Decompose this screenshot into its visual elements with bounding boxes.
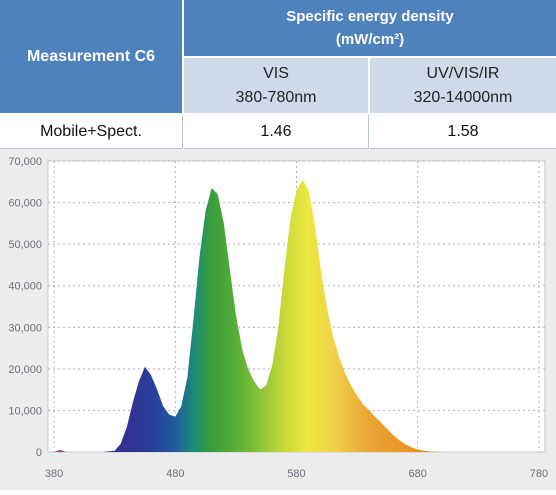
y-tick-label: 60,000 (8, 198, 42, 210)
y-tick-label: 10,000 (8, 405, 42, 417)
x-tick-label: 480 (166, 468, 184, 480)
spectrum-chart: 0 10,000 20,000 30,000 40,000 50,000 60,000 70,… (0, 149, 556, 490)
data-row-label-cell: Mobile+Spect. (0, 115, 182, 149)
group-header-title: Specific energy density (286, 8, 454, 25)
row-divider-left (182, 115, 183, 149)
x-tick-label: 380 (45, 468, 63, 480)
row-header-cell: Measurement C6 (0, 0, 182, 113)
x-tick-label: 580 (287, 468, 305, 480)
x-axis-ticks: 380 480 580 680 780 (45, 468, 548, 480)
row-header-label: Measurement C6 (26, 47, 156, 65)
y-tick-label: 40,000 (8, 281, 42, 293)
column-header-range: 320-14000nm (413, 88, 513, 106)
data-row-label: Mobile+Spect. (40, 122, 142, 140)
data-cell-vis: 1.46 (184, 115, 368, 149)
column-header-name: VIS (263, 64, 289, 82)
y-tick-label: 20,000 (8, 364, 42, 376)
column-header-range: 380-780nm (235, 88, 317, 106)
measurement-table: Measurement C6 Specific energy density (… (0, 0, 556, 149)
column-header-vis: VIS 380-780nm (184, 58, 368, 113)
row-divider-right (368, 115, 369, 149)
column-header-name: UV/VIS/IR (426, 64, 500, 82)
y-tick-label: 30,000 (8, 322, 42, 334)
group-header-unit: (mW/cm²) (335, 31, 405, 48)
column-divider (182, 0, 184, 149)
y-tick-label: 50,000 (8, 239, 42, 251)
spectrum-area (54, 179, 467, 452)
x-tick-label: 680 (409, 468, 427, 480)
spectrum-plot: 0 10,000 20,000 30,000 40,000 50,000 60,000 70,… (8, 156, 548, 480)
y-tick-label: 0 (36, 447, 42, 459)
data-cell-uv-vis-ir: 1.58 (370, 115, 556, 149)
y-tick-label: 70,000 (8, 156, 42, 168)
data-value-uv-vis-ir: 1.58 (447, 122, 479, 140)
column-header-uv-vis-ir: UV/VIS/IR 320-14000nm (370, 58, 556, 113)
x-tick-label: 780 (530, 468, 548, 480)
y-axis-ticks: 0 10,000 20,000 30,000 40,000 50,000 60,000 70,… (8, 156, 42, 459)
group-header-cell: Specific energy density (mW/cm²) (184, 0, 556, 56)
data-value-vis: 1.46 (260, 122, 292, 140)
